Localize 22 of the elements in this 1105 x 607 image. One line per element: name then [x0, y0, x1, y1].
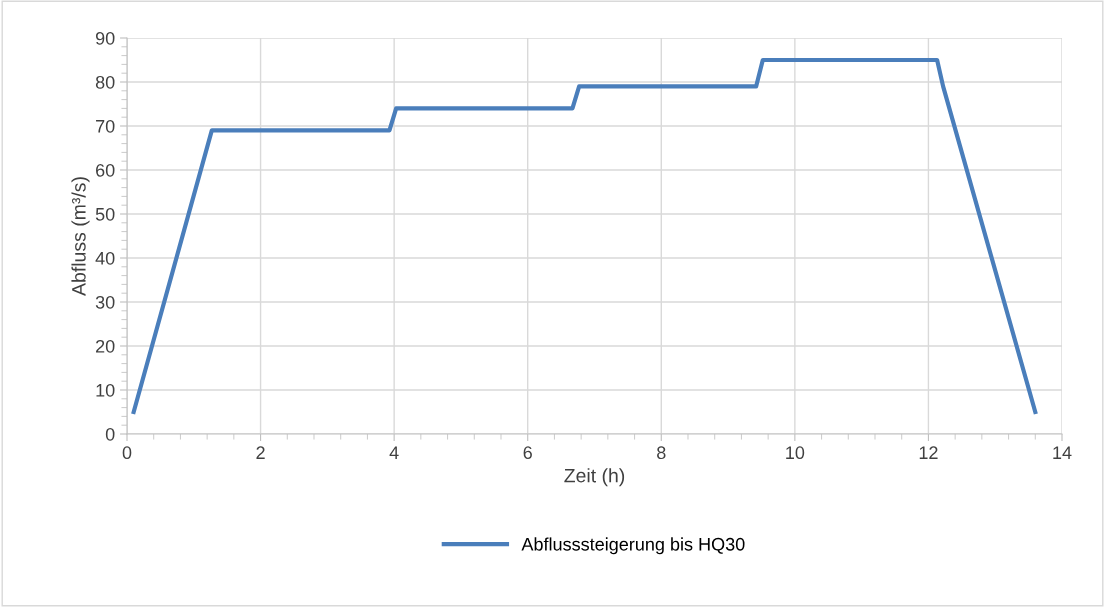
y-tick-label: 10	[96, 383, 115, 397]
x-tick-label: 0	[122, 446, 132, 460]
x-tick-label: 8	[657, 446, 666, 460]
y-axis-title: Abfluss (m³/s)	[71, 177, 90, 296]
x-tick-label: 4	[389, 446, 399, 459]
x-tick-label: 6	[523, 446, 532, 460]
y-tick-label: 30	[95, 295, 115, 309]
legend-label: Abflusssteigerung bis HQ30	[521, 537, 745, 555]
y-tick-label: 0	[105, 427, 115, 441]
x-tick-label: 10	[786, 446, 805, 460]
x-axis-title: Zeit (h)	[564, 468, 625, 487]
y-tick-label: 60	[96, 163, 115, 177]
y-tick-label: 90	[95, 31, 115, 45]
x-tick-label: 12	[919, 446, 938, 459]
y-tick-label: 70	[96, 119, 115, 133]
line-series	[131, 57, 1038, 415]
y-tick-label: 50	[95, 207, 115, 221]
x-tick-label: 14	[1053, 446, 1072, 459]
y-tick-label: 80	[95, 75, 115, 89]
x-tick-label: 2	[256, 446, 265, 459]
y-tick-label: 20	[96, 339, 115, 353]
y-tick-label: 40	[95, 251, 115, 265]
